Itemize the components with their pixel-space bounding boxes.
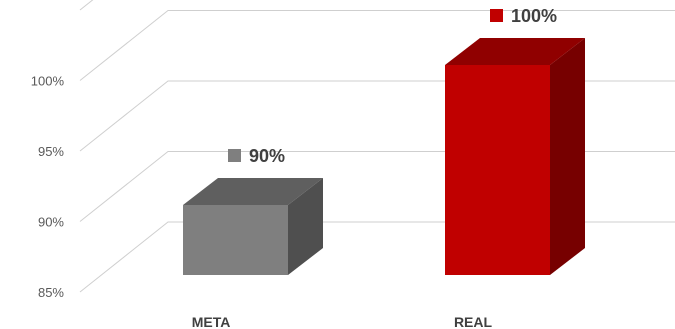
bar-side — [288, 178, 323, 275]
bar-front — [183, 205, 288, 275]
bar-meta — [183, 178, 323, 275]
gridlines — [79, 0, 675, 293]
bars — [183, 38, 585, 275]
gridline — [79, 151, 675, 222]
data-label: 100% — [490, 6, 557, 26]
category-label: META — [192, 314, 231, 329]
legend-key-icon — [490, 9, 503, 22]
y-axis-ticks: 85% 90% 95% 100% — [31, 74, 65, 301]
y-tick-label: 85% — [38, 285, 64, 300]
data-labels: 90% 100% — [228, 6, 557, 166]
gridline — [79, 221, 675, 293]
gridline — [79, 10, 675, 81]
legend-key-icon — [228, 149, 241, 162]
data-label-text: 90% — [249, 146, 285, 166]
y-tick-label: 100% — [31, 74, 65, 89]
gridline — [79, 0, 94, 11]
bar-side — [550, 38, 585, 275]
data-label: 90% — [228, 146, 285, 166]
category-labels: META REAL — [192, 314, 493, 329]
category-label: REAL — [454, 314, 493, 329]
y-tick-label: 90% — [38, 215, 64, 230]
data-label-text: 100% — [511, 6, 557, 26]
gridline — [79, 80, 675, 152]
bar-front — [445, 65, 550, 275]
bar-top — [445, 38, 585, 65]
bar-top — [183, 178, 323, 205]
y-tick-label: 95% — [38, 144, 64, 159]
bar-real — [445, 38, 585, 275]
